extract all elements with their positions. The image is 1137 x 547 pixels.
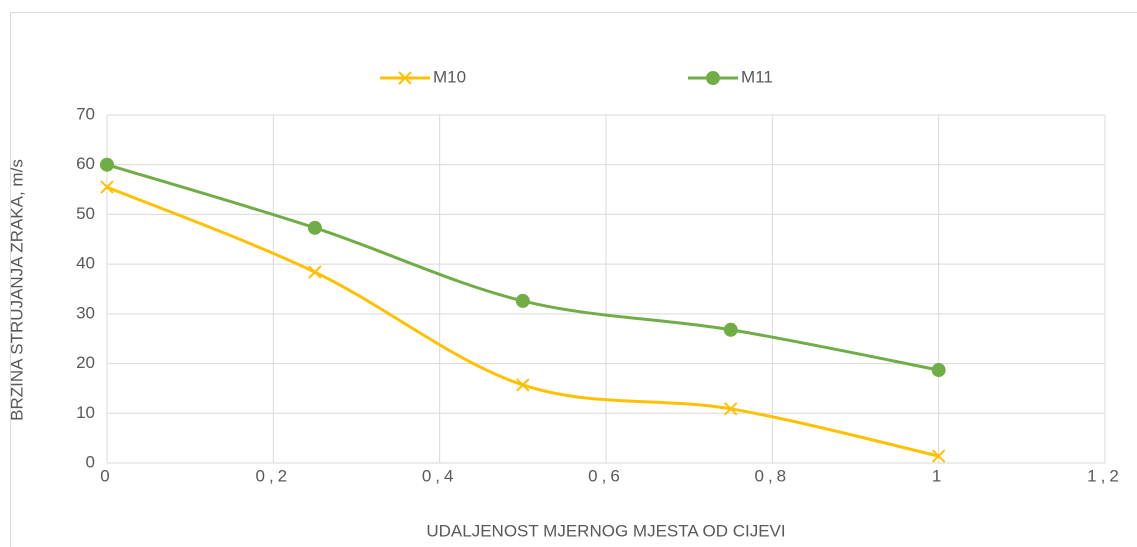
y-tick-label: 40 — [76, 254, 95, 273]
data-point — [516, 378, 530, 392]
data-point — [515, 293, 530, 308]
x-tick-label: 0,6 — [588, 466, 624, 485]
x-tick-label: 0 — [100, 466, 113, 485]
legend-label: M10 — [433, 67, 466, 86]
data-point — [931, 363, 946, 378]
x-tick-label: 1,2 — [1087, 466, 1123, 485]
legend-label: M11 — [741, 67, 773, 86]
legend-marker — [398, 71, 412, 85]
legend-marker — [706, 71, 720, 85]
y-axis-label: BRZINA STRUJANJA ZRAKA, m/s — [7, 159, 26, 421]
y-tick-label: 70 — [76, 104, 95, 123]
chart-frame — [10, 12, 1137, 547]
x-tick-label: 0,4 — [422, 466, 458, 485]
x-tick-label: 1 — [932, 466, 945, 485]
x-tick-label: 0,8 — [755, 466, 791, 485]
y-tick-label: 60 — [76, 154, 95, 173]
data-point — [100, 180, 114, 194]
y-tick-label: 0 — [86, 452, 95, 471]
y-tick-label: 30 — [76, 303, 95, 322]
x-tick-label: 0,2 — [256, 466, 292, 485]
x-axis-label: UDALJENOST MJERNOG MJESTA OD CIJEVI — [426, 521, 785, 540]
y-tick-label: 10 — [76, 403, 95, 422]
data-point — [100, 157, 114, 172]
data-point — [307, 220, 322, 235]
data-point — [931, 449, 946, 463]
data-point — [724, 402, 738, 416]
y-tick-label: 50 — [76, 204, 95, 223]
y-tick-label: 20 — [76, 353, 95, 372]
data-point — [723, 322, 738, 337]
data-point — [308, 265, 322, 279]
